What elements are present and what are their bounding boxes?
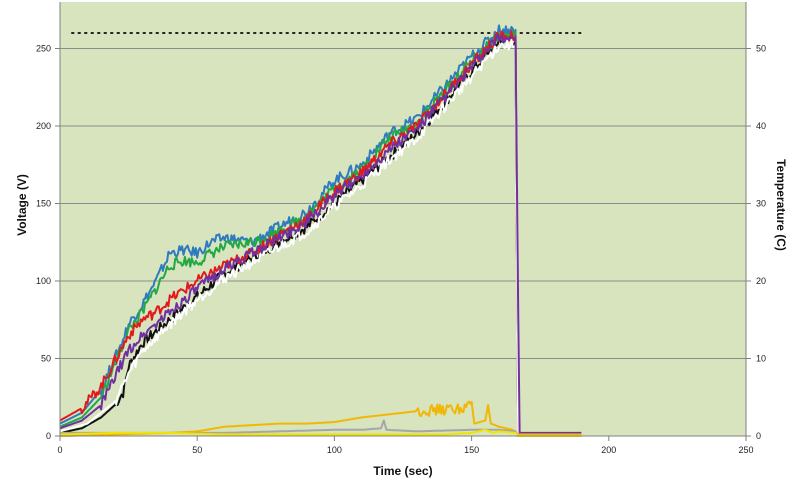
series-line xyxy=(59,33,582,434)
series-line xyxy=(59,30,582,437)
x-tick-label: 200 xyxy=(601,445,616,455)
y-tick-label: 250 xyxy=(36,44,51,54)
y-axis-title: Voltage (V) xyxy=(15,174,29,236)
y-tick-label: 200 xyxy=(36,121,51,131)
plot-area xyxy=(60,2,746,436)
x-tick-label: 50 xyxy=(192,445,202,455)
series-line xyxy=(60,428,582,437)
axes: 0 50 100 150 200 2500501001502002500102030405… xyxy=(36,2,766,455)
y-tick-label: 50 xyxy=(41,354,51,364)
series-layer xyxy=(59,24,582,437)
x-tick-label: 100 xyxy=(327,445,342,455)
y2-tick-label: 20 xyxy=(756,276,766,286)
y2-tick-label: 0 xyxy=(756,431,761,441)
y2-tick-label: 50 xyxy=(756,44,766,54)
series-line xyxy=(59,39,582,437)
x-tick-label: 250 xyxy=(738,445,753,455)
y2-tick-label: 40 xyxy=(756,121,766,131)
x-axis-title: Time (sec) xyxy=(373,464,432,478)
x-tick-label: 0 xyxy=(57,445,62,455)
y-tick-label: 150 xyxy=(36,199,51,209)
y-tick-label: 0 xyxy=(46,431,51,441)
x-tick-label: 150 xyxy=(464,445,479,455)
y2-tick-label: 10 xyxy=(756,354,766,364)
y2-tick-label: 30 xyxy=(756,199,766,209)
y-tick-label: 100 xyxy=(36,276,51,286)
y2-axis-title: Temperature (C) xyxy=(774,159,788,251)
